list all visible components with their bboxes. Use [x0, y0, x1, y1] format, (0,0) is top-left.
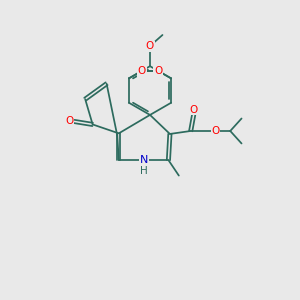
Text: H: H — [140, 166, 148, 176]
Text: N: N — [140, 155, 148, 165]
Text: O: O — [212, 126, 220, 136]
Text: O: O — [138, 66, 146, 76]
Text: O: O — [65, 116, 73, 127]
Text: O: O — [154, 66, 162, 76]
Text: O: O — [146, 41, 154, 51]
Text: O: O — [190, 105, 198, 115]
